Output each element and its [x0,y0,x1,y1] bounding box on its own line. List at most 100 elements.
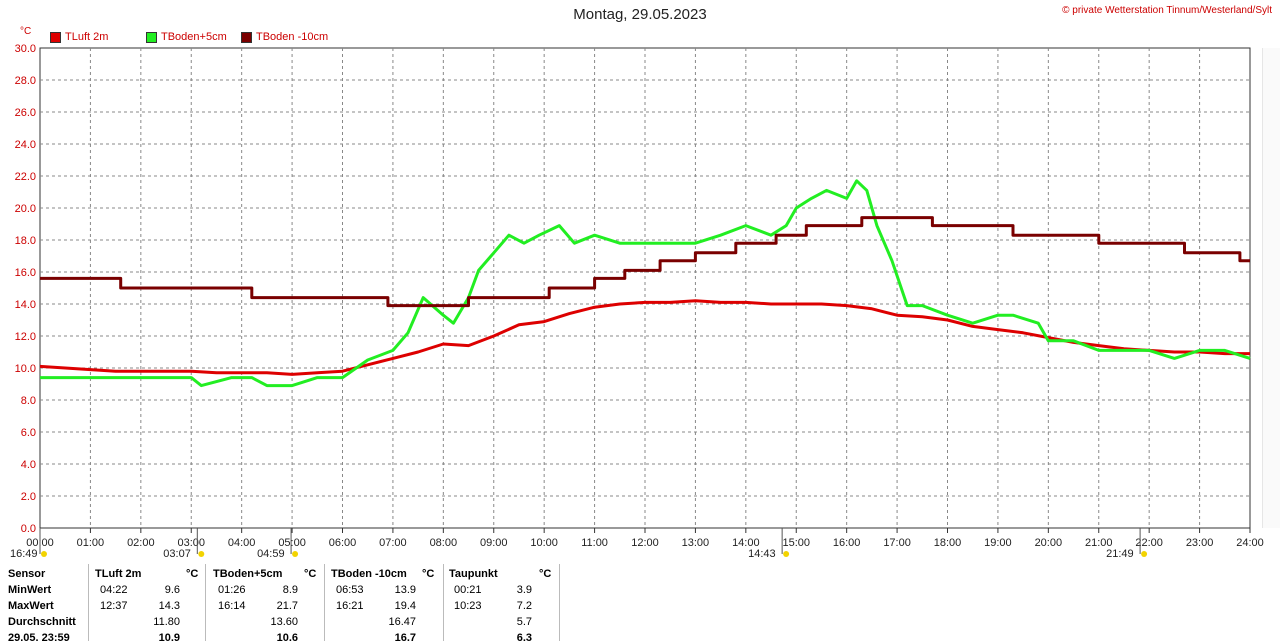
stats-cell-v3: 16.7 [394,632,416,644]
stats-cell-t1: 12:37 [100,600,128,612]
y-tick-label: 4.0 [21,459,36,471]
x-tick-label: 10:00 [530,537,558,549]
stats-cell-label: MinWert [8,584,52,596]
stats-cell-label: Durchschnitt [8,616,76,628]
legend-item-tluft: TLuft 2m [50,31,108,43]
x-tick-label: 06:00 [329,537,357,549]
stats-cell-v2: 21.7 [276,600,298,612]
x-tick-label: 24:00 [1236,537,1264,549]
y-tick-label: 0.0 [21,523,36,535]
legend-label: TBoden -10cm [256,31,329,43]
x-tick-label: 16:00 [833,537,861,549]
x-tick-label: 15:00 [782,537,810,549]
sun-marker-icon [783,551,790,557]
stats-cell-v2: 10.6 [276,632,298,644]
y-tick-label: 12.0 [15,331,36,343]
temperature-chart: 0.0 2.0 4.0 6.0 8.0 10.0 12.0 14.0 16.0 18.0 20.0 2… [10,43,1280,560]
y-tick-label: 16.0 [15,267,36,279]
stats-cell-label: MaxWert [8,600,54,612]
stats-cell-t1: 04:22 [100,584,128,596]
stats-header-unit: °C [304,568,317,580]
y-tick-label: 20.0 [15,203,36,215]
stats-cell-v1: 11.80 [153,616,180,628]
x-tick-label: 14:00 [732,537,760,549]
x-tick-label: 19:00 [984,537,1012,549]
x-tick-label: 02:00 [127,537,155,549]
x-tick-label: 03:00 [177,537,205,549]
y-tick-label: 24.0 [15,139,36,151]
x-tick-label: 05:00 [278,537,306,549]
time-marker-label: 03:07 [163,548,191,560]
x-tick-label: 22:00 [1135,537,1163,549]
x-tick-label: 13:00 [682,537,710,549]
stats-header-unit: °C [539,568,552,580]
x-tick-label: 20:00 [1035,537,1063,549]
legend-swatch [50,31,61,43]
y-tick-label: 18.0 [15,235,36,247]
y-tick-label: 2.0 [21,491,36,503]
x-tick-label: 01:00 [77,537,105,549]
stats-cell-v3: 19.4 [394,600,416,612]
stats-cell-v1: 14.3 [158,600,180,612]
stats-header-s4: Taupunkt [449,568,498,580]
stats-cell-v2: 13.60 [270,616,298,628]
sun-marker-icon [41,551,47,557]
legend-item-tboden-5: TBoden+5cm [146,31,227,43]
x-tick-label: 12:00 [631,537,659,549]
time-marker-label: 16:49 [10,548,38,560]
time-marker-label: 14:43 [748,548,776,560]
stats-cell-t2: 16:14 [218,600,246,612]
sun-marker-icon [292,551,299,557]
legend-swatch [146,31,157,43]
y-tick-label: 6.0 [21,427,36,439]
x-tick-label: 17:00 [883,537,911,549]
stats-cell-v1: 10.9 [158,632,180,644]
legend-swatch [241,31,252,43]
stats-cell-v3: 16.47 [388,616,416,628]
x-tick-label: 04:00 [228,537,256,549]
stats-cell-t3: 06:53 [336,584,364,596]
stats-cell-v2: 8.9 [282,584,298,596]
y-tick-label: 10.0 [15,363,36,375]
x-tick-label: 09:00 [480,537,508,549]
x-tick-label: 23:00 [1186,537,1214,549]
stats-header-unit: °C [422,568,435,580]
right-scale-strip [1262,48,1280,528]
x-tick-label: 18:00 [934,537,962,549]
stats-cell-t2: 01:26 [218,584,246,596]
x-tick-label: 07:00 [379,537,407,549]
series-line-2 [40,179,1251,388]
stats-cell-v4: 5.7 [516,616,532,628]
copyright-text: © private Wetterstation Tinnum/Westerlan… [1062,5,1272,16]
stats-header-s1: TLuft 2m [95,568,142,580]
y-tick-label: 22.0 [15,171,36,183]
legend-item-tboden-10: TBoden -10cm [241,31,328,43]
series-line-1 [39,299,1250,376]
legend-label: TBoden+5cm [161,31,227,43]
stats-header-s3: TBoden -10cm [331,568,407,580]
stats-cell-v4: 7.2 [516,600,532,612]
y-tick-label: 28.0 [15,75,36,87]
sun-marker-icon [1141,551,1148,557]
stats-header-sensor: Sensor [8,568,46,580]
y-axis-unit: °C [20,26,32,37]
sun-marker-icon [198,551,205,557]
stats-cell-v1: 9.6 [164,584,180,596]
page-title: Montag, 29.05.2023 [573,6,707,23]
y-tick-label: 8.0 [21,395,36,407]
x-tick-label: 21:00 [1085,537,1113,549]
y-tick-label: 30.0 [15,43,36,55]
stats-cell-t4: 10:23 [454,600,482,612]
y-tick-label: 26.0 [15,107,36,119]
time-marker-label: 04:59 [257,548,285,560]
stats-header-s2: TBoden+5cm [213,568,283,580]
stats-table: Sensor TLuft 2m °C TBoden+5cm °C TBoden … [0,564,560,644]
stats-cell-v4: 6.3 [516,632,532,644]
stats-header-unit: °C [186,568,199,580]
legend-label: TLuft 2m [65,31,109,43]
x-tick-label: 11:00 [581,537,608,549]
stats-cell-v4: 3.9 [516,584,532,596]
series-line-3 [40,216,1250,308]
stats-cell-t3: 16:21 [336,600,364,612]
stats-cell-label: 29.05. 23:59 [8,632,70,644]
